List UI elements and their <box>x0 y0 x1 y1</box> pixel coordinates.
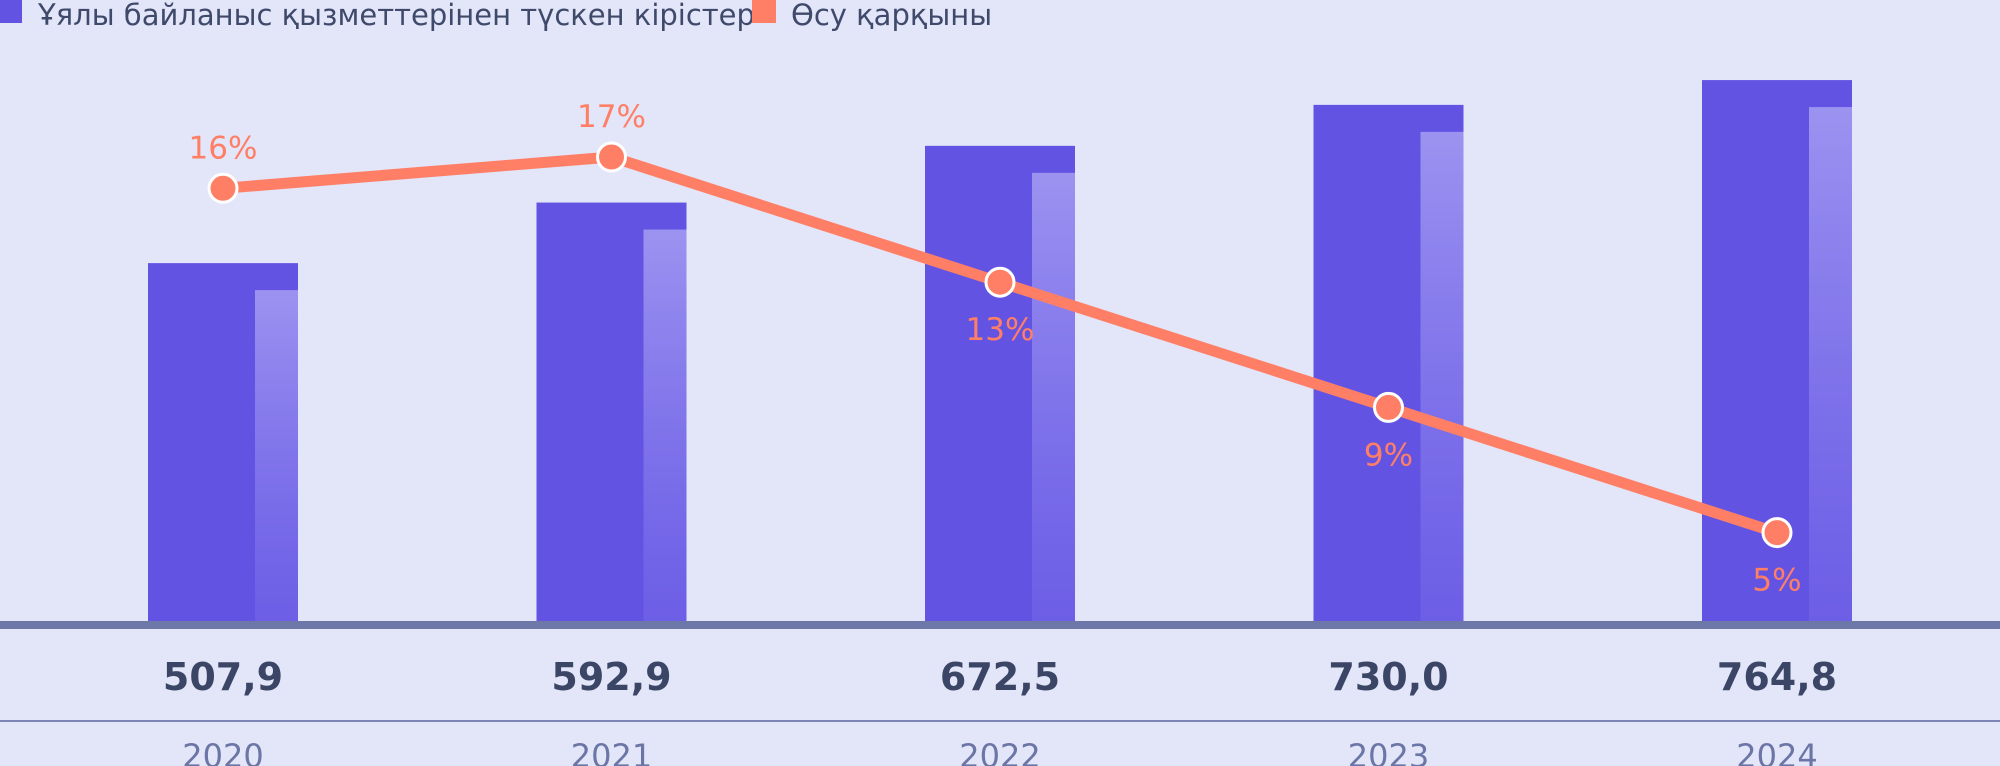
growth-value-label: 16% <box>189 130 258 166</box>
x-axis-line <box>0 621 2000 629</box>
bar-highlight-2024 <box>1809 107 1852 625</box>
legend-line-label: Өсу қарқыны <box>791 0 992 32</box>
legend-bar-swatch-icon <box>0 0 22 23</box>
table-divider <box>0 720 2000 722</box>
growth-line-layer: 16% 17% 13% 9% 5% <box>189 99 1802 599</box>
x-tick-label: 2024 <box>1736 737 1817 766</box>
x-tick-label: 2020 <box>182 737 263 766</box>
x-tick-label: 2023 <box>1348 737 1429 766</box>
growth-point <box>596 141 627 173</box>
bar-value-label: 672,5 <box>940 655 1060 699</box>
legend: Ұялы байланыс қызметтерінен түскен кіріс… <box>0 0 992 32</box>
x-tick-label: 2022 <box>959 737 1040 766</box>
growth-point <box>207 172 239 204</box>
bar-value-label: 592,9 <box>551 655 671 699</box>
legend-bar-label: Ұялы байланыс қызметтерінен түскен кіріс… <box>37 0 755 32</box>
bars-layer <box>148 80 1852 625</box>
growth-value-label: 17% <box>577 99 646 135</box>
bar-highlight-2023 <box>1420 131 1464 625</box>
bar-highlight-2020 <box>255 290 298 625</box>
growth-value-label: 5% <box>1752 563 1801 599</box>
bar-highlight-2021 <box>643 229 687 625</box>
bar-value-label: 730,0 <box>1328 655 1448 699</box>
legend-line-swatch-icon <box>752 0 776 23</box>
growth-value-label: 13% <box>966 312 1035 348</box>
growth-value-label: 9% <box>1364 437 1413 473</box>
value-labels-layer: 507,9 592,9 672,5 730,0 764,8 <box>163 655 1837 699</box>
growth-point <box>1373 391 1404 423</box>
bar-value-label: 764,8 <box>1717 655 1837 699</box>
bar-highlight-2022 <box>1032 172 1075 625</box>
bar-value-label: 507,9 <box>163 655 283 699</box>
growth-point <box>1761 517 1793 549</box>
year-labels-layer: 2020 2021 2022 2023 2024 <box>182 737 1817 766</box>
growth-point <box>984 266 1016 298</box>
x-tick-label: 2021 <box>571 737 652 766</box>
